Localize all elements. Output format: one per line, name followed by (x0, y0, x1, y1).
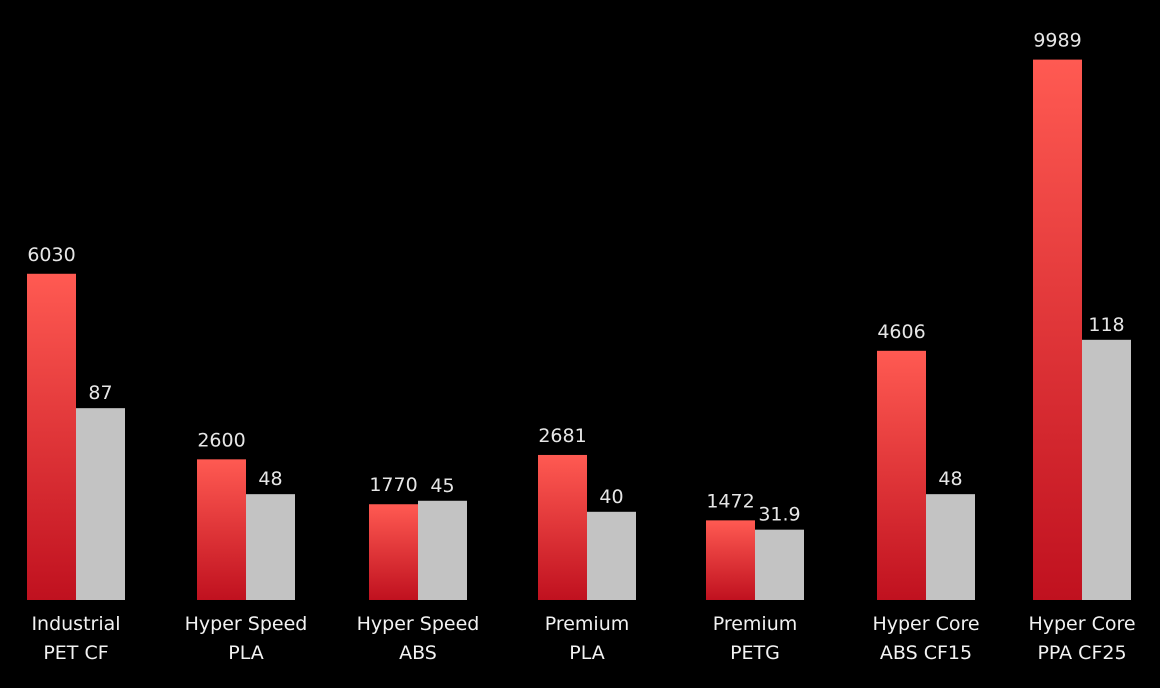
category-label-1: Hyper Speed PLA (185, 613, 308, 664)
category-label-3: Premium PLA (545, 613, 630, 664)
bar-series2-2 (418, 500, 467, 600)
bar-series1-4 (706, 520, 755, 600)
value-label-series1-2: 1770 (369, 474, 417, 496)
bar-series2-1 (246, 494, 295, 600)
bar-series2-6 (1082, 339, 1131, 600)
value-label-series2-1: 48 (258, 468, 282, 490)
value-label-series1-0: 6030 (27, 244, 75, 266)
bar-series1-2 (369, 504, 418, 600)
bar-series2-4 (755, 529, 804, 600)
bars-group (27, 59, 1131, 601)
value-label-series1-6: 9989 (1033, 30, 1081, 52)
bar-series1-3 (538, 454, 587, 600)
bar-series2-0 (76, 408, 125, 600)
category-label-6: Hyper Core PPA CF25 (1028, 613, 1135, 664)
bar-series1-6 (1033, 59, 1082, 601)
value-label-series2-3: 40 (599, 486, 623, 508)
category-label-2: Hyper Speed ABS (357, 613, 480, 664)
category-label-4: Premium PETG (713, 613, 798, 664)
value-label-series1-1: 2600 (197, 429, 245, 451)
value-label-series1-3: 2681 (538, 425, 586, 447)
category-label-5: Hyper Core ABS CF15 (872, 613, 979, 664)
bar-series2-5 (926, 494, 975, 600)
bar-series1-5 (877, 350, 926, 600)
bar-series2-3 (587, 511, 636, 600)
bar-series1-0 (27, 273, 76, 600)
value-label-series2-6: 118 (1088, 314, 1124, 336)
category-label-0: Industrial PET CF (31, 613, 120, 664)
bar-series1-1 (197, 459, 246, 600)
value-label-series1-4: 1472 (706, 490, 754, 512)
value-label-series2-0: 87 (88, 382, 112, 404)
value-label-series1-5: 4606 (877, 321, 925, 343)
category-labels-group: Industrial PET CF Hyper Speed PLA Hyper Spee… (31, 613, 1135, 664)
value-label-series2-4: 31.9 (758, 504, 800, 526)
value-label-series2-2: 45 (430, 475, 454, 497)
value-label-series2-5: 48 (938, 468, 962, 490)
